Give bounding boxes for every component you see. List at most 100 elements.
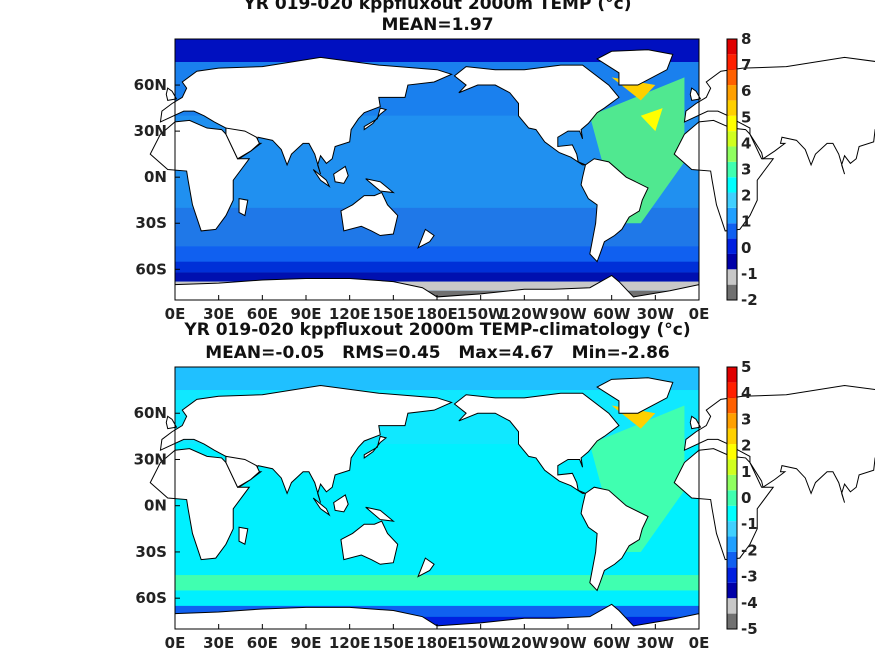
chart-2-subtitle: MEAN=-0.05 RMS=0.45 Max=4.67 Min=-2.86	[205, 343, 670, 363]
chart-1-colorbar-segment	[727, 207, 737, 224]
chart-1-colorbar-tick-label: 0	[741, 239, 751, 257]
chart-2-plot-frame	[174, 366, 700, 630]
chart-2-colorbar-tick-label: 0	[741, 489, 751, 507]
chart-2-colorbar-segment	[727, 613, 737, 629]
chart-2-y-tick-label: 0N	[144, 497, 167, 515]
chart-2-warm-anomaly	[611, 405, 656, 429]
chart-2-x-tick-label: 150W	[457, 634, 505, 652]
chart-1-x-tick-label: 120E	[329, 305, 371, 323]
chart-2-land-sumatra	[312, 497, 331, 517]
chart-1-colorbar-tick-label: 5	[741, 108, 751, 126]
chart-2-land-eurasia	[159, 384, 453, 503]
chart-1-colorbar-tick-label: 7	[741, 56, 751, 74]
chart-1-land-borneo	[333, 165, 349, 184]
chart-2-colorbar-tick-label: 1	[741, 463, 751, 481]
chart-2-warm-anomaly	[589, 405, 685, 552]
chart-2-y-tick-label: 30N	[134, 450, 167, 468]
chart-2-x-tick-label: 60W	[593, 634, 631, 652]
chart-1-colorbar-frame	[726, 38, 738, 301]
chart-1-colorbar-tick-label: 6	[741, 82, 751, 100]
chart-1-colorbar-tick-label: 2	[741, 187, 751, 205]
chart-2-x-tick-label: 0E	[689, 634, 710, 652]
chart-1-colorbar-segment	[727, 54, 737, 70]
chart-1-land-south-america	[580, 158, 649, 263]
chart-1-lat-band	[175, 261, 699, 273]
chart-1-x-tick-label: 120W	[500, 305, 548, 323]
chart-1-lat-band	[175, 281, 699, 291]
chart-2-colorbar-segment	[727, 551, 737, 568]
chart-2-land-africa	[673, 448, 775, 561]
chart-1-land-antarctica	[174, 274, 700, 301]
chart-2-colorbar-tick-label: -4	[741, 594, 758, 612]
chart-2-colorbar-frame	[726, 366, 738, 630]
chart-2-colorbar-tick-label: -2	[741, 541, 758, 559]
chart-2-x-tick-label: 0E	[165, 634, 186, 652]
chart-2-colorbar-tick-label: 2	[741, 437, 751, 455]
chart-1-colorbar-tick-label: 8	[741, 30, 751, 48]
chart-2-land-japan	[363, 435, 388, 459]
chart-1-y-tick-label: 0N	[144, 168, 167, 186]
chart-2-colorbar-tick-label: 3	[741, 410, 751, 428]
chart-2-x-tick-label: 180E	[416, 634, 458, 652]
chart-2-colorbar-segment	[727, 505, 737, 522]
chart-2-land-arabia	[225, 455, 261, 488]
chart-2-lat-band	[175, 616, 699, 629]
chart-1-land-australia	[340, 191, 399, 237]
chart-1-colorbar-segment	[727, 39, 737, 55]
chart-2-colorbar-segment	[727, 459, 737, 475]
chart-2-land-australia	[340, 520, 399, 565]
chart-1-colorbar-tick-label: 3	[741, 161, 751, 179]
chart-2-land-uk	[689, 415, 702, 430]
chart-2-colorbar-tick-label: -3	[741, 568, 758, 586]
chart-1-colorbar-tick-label: -1	[741, 265, 758, 283]
chart-2-colorbar-segment	[727, 490, 737, 506]
chart-1-x-tick-label: 180E	[416, 305, 458, 323]
chart-2-lat-band	[175, 590, 699, 606]
chart-2-land-new-zealand	[417, 557, 435, 578]
chart-1-land-north-america	[453, 64, 620, 166]
chart-1-colorbar-segment	[727, 115, 737, 132]
chart-2-colorbar-segment	[727, 536, 737, 552]
chart-2-x-tick-label: 60E	[247, 634, 278, 652]
chart-2-colorbar-segment	[727, 382, 737, 398]
chart-1-colorbar-segment	[727, 238, 737, 254]
chart-1-land-japan	[363, 107, 388, 131]
chart-2-x-tick-label: 30E	[203, 634, 234, 652]
chart-2-colorbar-segment	[727, 367, 737, 383]
chart-2-x-tick-label: 90W	[549, 634, 587, 652]
chart-1-y-tick-label: 30N	[134, 122, 167, 140]
chart-1-colorbar-tick-label: 4	[741, 134, 751, 152]
chart-2-colorbar-tick-label: 4	[741, 384, 751, 402]
chart-2-lat-band	[175, 575, 699, 591]
chart-1-y-tick-label: 60S	[135, 260, 167, 278]
chart-2-lat-band	[175, 367, 699, 391]
chart-1-land-greenland	[596, 49, 674, 86]
chart-2-y-tick-label: 60N	[134, 404, 167, 422]
chart-2-colorbar-segment	[727, 582, 737, 599]
chart-1-land-new-zealand	[417, 228, 435, 249]
chart-2-land-south-america	[580, 486, 649, 592]
chart-1-x-tick-label: 60E	[247, 305, 278, 323]
chart-1-colorbar-segment	[727, 223, 737, 239]
chart-2-y-tick-label: 30S	[135, 543, 167, 561]
chart-1-land-madagascar	[238, 198, 249, 217]
chart-1-colorbar-segment	[727, 177, 737, 193]
chart-1-land-sumatra	[312, 169, 331, 188]
chart-2-land-madagascar	[238, 526, 249, 545]
chart-1-warm-anomaly	[640, 108, 663, 132]
chart-1-colorbar-segment	[727, 100, 737, 116]
chart-1-colorbar-segment	[727, 192, 737, 208]
chart-1-colorbar-segment	[727, 146, 737, 162]
chart-1-x-tick-label: 90E	[290, 305, 321, 323]
chart-2-colorbar-segment	[727, 521, 737, 537]
chart-2-lat-band	[175, 605, 699, 617]
chart-2-land-greenland	[596, 377, 674, 414]
chart-1-x-tick-label: 90W	[549, 305, 587, 323]
chart-2-x-tick-label: 90E	[290, 634, 321, 652]
chart-2-land-north-america	[453, 392, 620, 494]
chart-1-lat-band	[175, 272, 699, 282]
chart-2-ocean-field	[175, 367, 699, 629]
chart-2-colorbar-segment	[727, 567, 737, 583]
chart-1-land-arabia	[225, 127, 261, 160]
